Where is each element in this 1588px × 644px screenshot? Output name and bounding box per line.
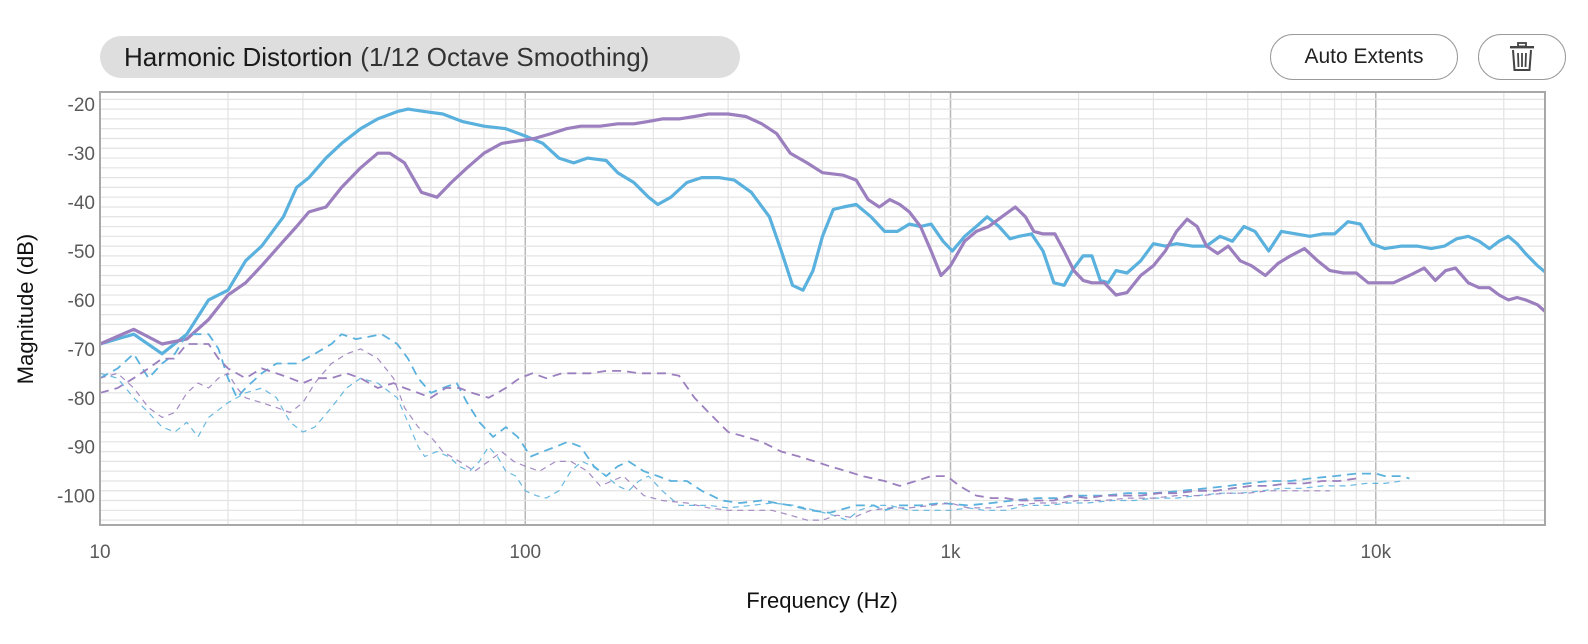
chart-title: Harmonic Distortion [124,41,353,72]
auto-extents-label: Auto Extents [1304,45,1424,68]
y-tick-label: -30 [68,144,95,165]
delete-button[interactable] [1478,34,1566,80]
x-tick-label: 100 [509,542,541,563]
y-tick-label: -90 [68,438,95,459]
plot-frame [99,91,1546,526]
auto-extents-button[interactable]: Auto Extents [1270,34,1458,80]
y-tick-label: -50 [68,242,95,263]
series-line-2 [100,112,1545,346]
series-group [100,107,1545,521]
y-tick-label: -70 [68,340,95,361]
series-line-4 [100,343,1357,502]
y-axis-title: Magnitude (dB) [13,234,38,384]
x-tick-label: 10 [89,542,110,563]
y-tick-labels: -20 -30 -40 -50 -60 -70 -80 -90 -100 [57,95,95,507]
series-line-1 [100,107,1545,356]
grid [100,92,1545,525]
x-tick-label: 1k [940,542,961,563]
y-tick-label: -20 [68,95,95,116]
series-line-5 [100,372,1402,521]
series-line-6 [100,348,1330,521]
y-tick-label: -60 [68,291,95,312]
y-tick-label: -100 [57,487,95,508]
series-line-3 [100,333,1410,514]
y-tick-label: -80 [68,389,95,410]
chart-subtitle: (1/12 Octave Smoothing) [360,41,650,72]
chart-title-pill: Harmonic Distortion (1/12 Octave Smoothi… [100,36,740,78]
x-tick-label: 10k [1360,542,1391,563]
x-axis-title: Frequency (Hz) [746,588,898,613]
x-tick-labels: 10 100 1k 10k [89,542,1391,563]
y-tick-label: -40 [68,193,95,214]
trash-icon [1510,42,1534,71]
